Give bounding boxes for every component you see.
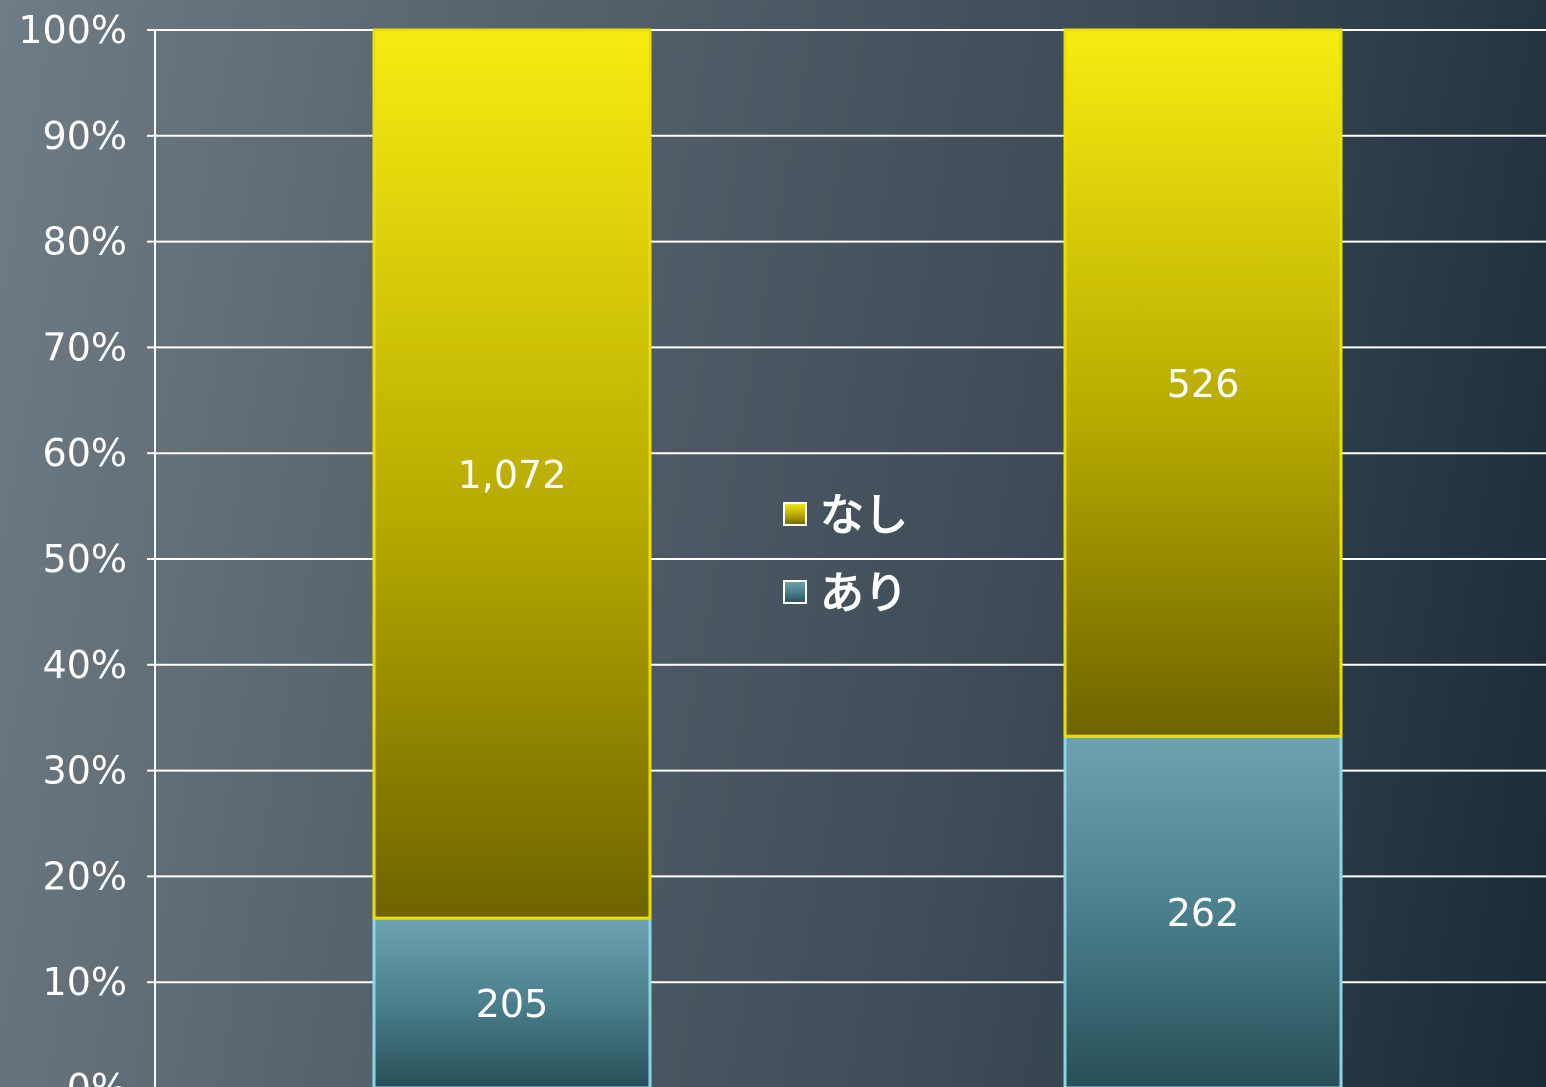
y-tick-label: 70%: [43, 325, 127, 369]
y-tick-label: 20%: [43, 854, 127, 898]
bar-segment-nashi: [1063, 28, 1343, 738]
y-tick-label: 50%: [43, 537, 127, 581]
legend-swatch-ari: [783, 580, 807, 604]
y-tick-label: 40%: [43, 643, 127, 687]
data-label: 526: [1167, 362, 1240, 406]
data-labels: 205 1,072 262 526: [458, 362, 1240, 1026]
y-tick-label: 80%: [43, 220, 127, 264]
bar-segment-ari: [372, 916, 652, 1087]
legend-label: なし: [820, 490, 908, 541]
data-label: 1,072: [458, 453, 567, 497]
y-tick-label: 90%: [43, 114, 127, 158]
bar-segment-nashi: [372, 28, 652, 920]
y-tick-label: 60%: [43, 431, 127, 475]
y-tick-label: 0%: [67, 1066, 127, 1087]
data-label: 262: [1167, 891, 1240, 935]
bars: [372, 28, 1343, 1087]
y-tick-label: 30%: [43, 749, 127, 793]
y-tick-label: 10%: [43, 960, 127, 1004]
y-tick-label: 100%: [18, 8, 127, 52]
data-label: 205: [476, 982, 549, 1026]
y-axis: 0% 10% 20% 30% 40% 50% 60% 70% 80% 90% 100%: [18, 8, 156, 1087]
bar-segment-ari: [1063, 734, 1343, 1087]
legend-swatch-nashi: [783, 502, 807, 526]
legend-label: あり: [820, 568, 908, 619]
